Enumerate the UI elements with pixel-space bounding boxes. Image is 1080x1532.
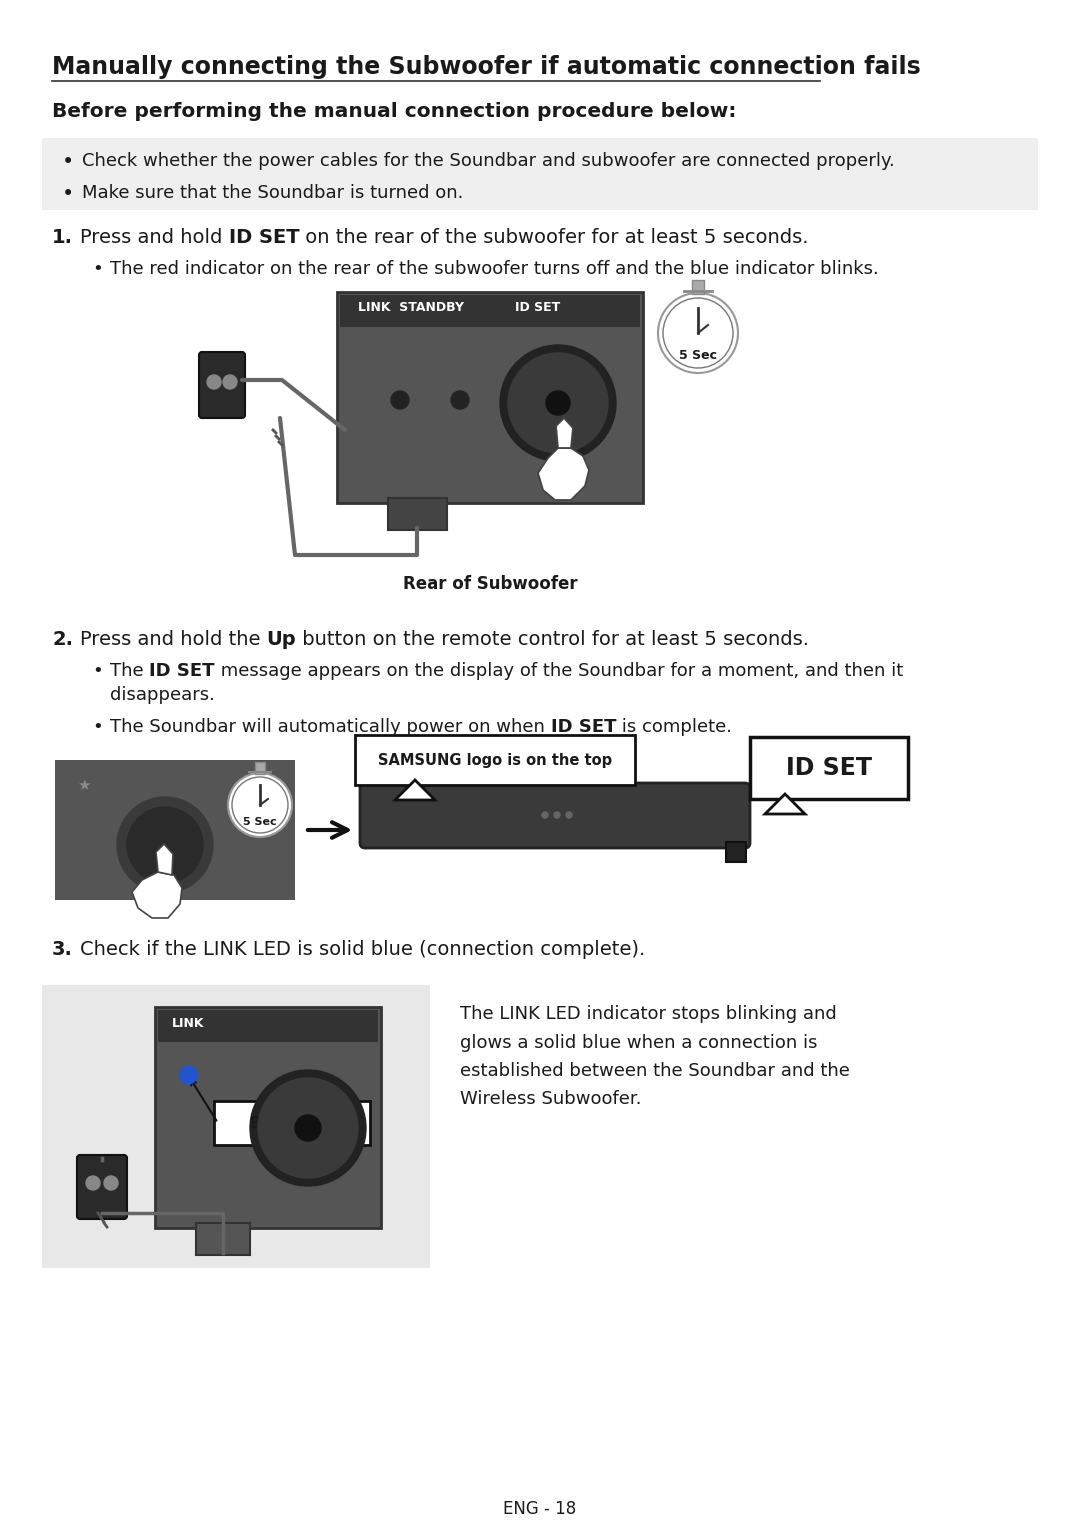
Circle shape [542,812,548,818]
Text: SAMSUNG logo is on the top: SAMSUNG logo is on the top [378,752,612,768]
Text: •: • [92,719,103,735]
Text: ★: ★ [77,778,91,794]
Text: ID SET: ID SET [786,755,872,780]
Circle shape [222,375,237,389]
Text: button on the remote control for at least 5 seconds.: button on the remote control for at leas… [296,630,809,650]
Circle shape [554,812,561,818]
Text: is complete.: is complete. [616,719,732,735]
Polygon shape [556,418,573,447]
FancyBboxPatch shape [77,1155,127,1219]
Circle shape [179,1066,197,1085]
Text: on the rear of the subwoofer for at least 5 seconds.: on the rear of the subwoofer for at leas… [299,228,809,247]
Circle shape [658,293,738,372]
Text: Check if the LINK LED is solid blue (connection complete).: Check if the LINK LED is solid blue (con… [80,941,645,959]
Polygon shape [395,780,435,800]
FancyBboxPatch shape [158,1010,378,1042]
Circle shape [566,812,572,818]
Text: 3.: 3. [52,941,72,959]
Text: The red indicator on the rear of the subwoofer turns off and the blue indicator : The red indicator on the rear of the sub… [110,260,879,277]
Polygon shape [538,447,589,499]
FancyBboxPatch shape [726,843,746,863]
Text: The: The [110,662,149,680]
Circle shape [451,391,469,409]
FancyBboxPatch shape [340,296,640,326]
Circle shape [228,774,292,836]
Text: 2.: 2. [52,630,73,650]
Text: ENG - 18: ENG - 18 [503,1500,577,1518]
Text: ID SET: ID SET [229,228,299,247]
Text: 1.: 1. [52,228,73,247]
FancyBboxPatch shape [156,1007,381,1229]
FancyBboxPatch shape [337,293,643,502]
Text: Press and hold the: Press and hold the [80,630,267,650]
Text: The LINK LED indicator stops blinking and
glows a solid blue when a connection i: The LINK LED indicator stops blinking an… [460,1005,850,1109]
Text: Press and hold: Press and hold [80,228,229,247]
Polygon shape [765,794,805,813]
Text: Manually connecting the Subwoofer if automatic connection fails: Manually connecting the Subwoofer if aut… [52,55,921,80]
Text: 5 Sec: 5 Sec [679,349,717,362]
FancyBboxPatch shape [360,783,750,849]
Text: •: • [62,152,75,172]
Circle shape [546,391,570,415]
Text: Blue is On: Blue is On [251,1115,334,1131]
Circle shape [232,777,288,833]
FancyBboxPatch shape [42,985,430,1268]
FancyArrowPatch shape [308,823,348,838]
FancyBboxPatch shape [750,737,908,800]
FancyBboxPatch shape [255,761,265,774]
Circle shape [104,1177,118,1190]
Circle shape [295,1115,321,1141]
Polygon shape [132,872,183,918]
Circle shape [86,1177,100,1190]
FancyBboxPatch shape [388,498,447,530]
Text: ID SET: ID SET [515,300,561,314]
Circle shape [207,375,221,389]
Circle shape [117,797,213,893]
Text: Check whether the power cables for the Soundbar and subwoofer are connected prop: Check whether the power cables for the S… [82,152,894,170]
FancyBboxPatch shape [42,138,1038,210]
Polygon shape [156,844,173,875]
Text: •: • [92,662,103,680]
Text: Make sure that the Soundbar is turned on.: Make sure that the Soundbar is turned on… [82,184,463,202]
Text: LINK  STANDBY: LINK STANDBY [357,300,464,314]
FancyBboxPatch shape [195,1223,249,1255]
Text: disappears.: disappears. [110,686,215,705]
Text: 5 Sec: 5 Sec [243,817,276,827]
Circle shape [249,1069,366,1186]
Circle shape [127,807,203,882]
Circle shape [500,345,616,461]
FancyBboxPatch shape [692,280,704,294]
Text: Before performing the manual connection procedure below:: Before performing the manual connection … [52,103,737,121]
Text: Rear of Subwoofer: Rear of Subwoofer [403,574,578,593]
FancyBboxPatch shape [199,352,245,418]
Text: •: • [62,184,75,204]
Text: message appears on the display of the Soundbar for a moment, and then it: message appears on the display of the So… [215,662,903,680]
Text: Up: Up [267,630,296,650]
FancyBboxPatch shape [214,1102,370,1144]
FancyBboxPatch shape [355,735,635,784]
Text: The Soundbar will automatically power on when: The Soundbar will automatically power on… [110,719,551,735]
Circle shape [391,391,409,409]
Text: ID SET: ID SET [551,719,616,735]
Text: LINK: LINK [172,1017,204,1030]
Circle shape [508,352,608,453]
FancyBboxPatch shape [55,760,295,899]
Text: •: • [92,260,103,277]
Circle shape [663,299,733,368]
Text: ID SET: ID SET [149,662,215,680]
Circle shape [258,1079,357,1178]
